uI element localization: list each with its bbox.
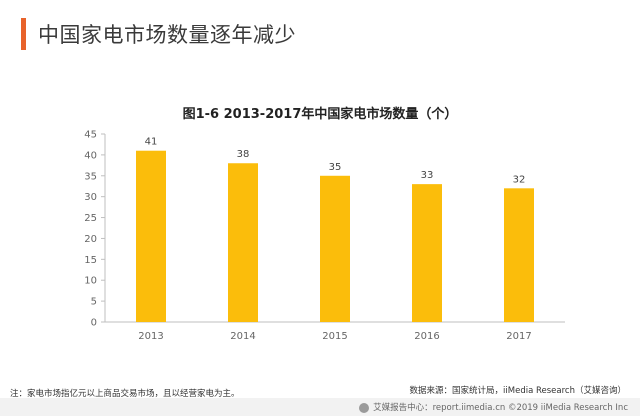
data-labels: 41 38 35 33 32 [145,137,526,186]
x-axis: 2013 2014 2015 2016 2017 [105,321,565,342]
data-label: 33 [421,170,434,181]
iimedia-logo-icon [359,402,370,413]
x-tick-label: 2014 [230,331,255,342]
bar [320,175,350,322]
bar [228,163,258,322]
data-label: 32 [513,174,526,185]
bar [504,188,534,322]
y-tick-label: 0 [91,318,97,329]
y-axis: 0 5 10 15 20 25 30 35 40 45 [84,130,106,329]
data-label: 41 [145,137,158,148]
x-tick-label: 2017 [506,331,531,342]
data-label: 38 [237,149,250,160]
y-tick-label: 20 [84,234,97,245]
footnote: 注：家电市场指亿元以上商品交易市场，且以经营家电为主。 [10,389,240,399]
x-tick-label: 2015 [322,331,347,342]
data-label: 35 [329,162,342,173]
y-tick-label: 10 [84,276,97,287]
x-tick-label: 2016 [414,331,439,342]
y-tick-label: 25 [84,213,97,224]
y-tick-label: 35 [84,171,97,182]
bars [136,150,534,322]
y-tick-label: 30 [84,192,97,203]
bar [136,150,166,322]
heading-accent-bar [21,18,26,50]
x-tick-label: 2013 [138,331,163,342]
y-tick-label: 15 [84,255,97,266]
footer-text-wrapper: 艾媒报告中心：report.iimedia.cn ©2019 iiMedia R… [359,401,628,413]
y-tick-label: 5 [91,297,97,308]
chart-title: 图1-6 2013-2017年中国家电市场数量（个） [182,107,458,122]
footer-credit: 艾媒报告中心：report.iimedia.cn ©2019 iiMedia R… [373,403,628,413]
y-tick-label: 45 [84,130,97,141]
footer-bar: 艾媒报告中心：report.iimedia.cn ©2019 iiMedia R… [0,398,640,416]
data-source: 数据来源：国家统计局，iiMedia Research（艾媒咨询） [409,386,626,396]
page-heading: 中国家电市场数量逐年减少 [38,23,296,47]
bar [412,184,442,322]
y-tick-label: 40 [84,150,97,161]
